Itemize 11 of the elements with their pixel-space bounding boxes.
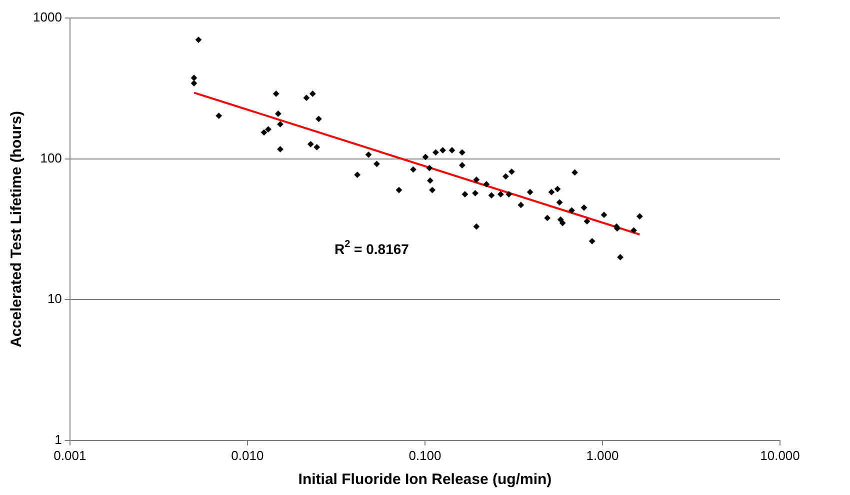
y-tick-label: 1 <box>54 432 62 447</box>
y-tick-label: 1000 <box>33 10 62 25</box>
x-tick-label: 0.100 <box>408 448 442 463</box>
y-axis-title: Accelerated Test Lifetime (hours) <box>8 110 26 348</box>
x-tick-label: 0.010 <box>231 448 264 463</box>
y-tick-label: 10 <box>47 291 62 306</box>
x-tick-label: 10.000 <box>760 448 800 463</box>
x-axis-title: Initial Fluoride Ion Release (ug/min) <box>298 471 552 488</box>
x-tick-label: 1.000 <box>586 448 619 463</box>
x-tick-label: 0.001 <box>54 448 86 463</box>
y-tick-label: 100 <box>40 150 62 166</box>
